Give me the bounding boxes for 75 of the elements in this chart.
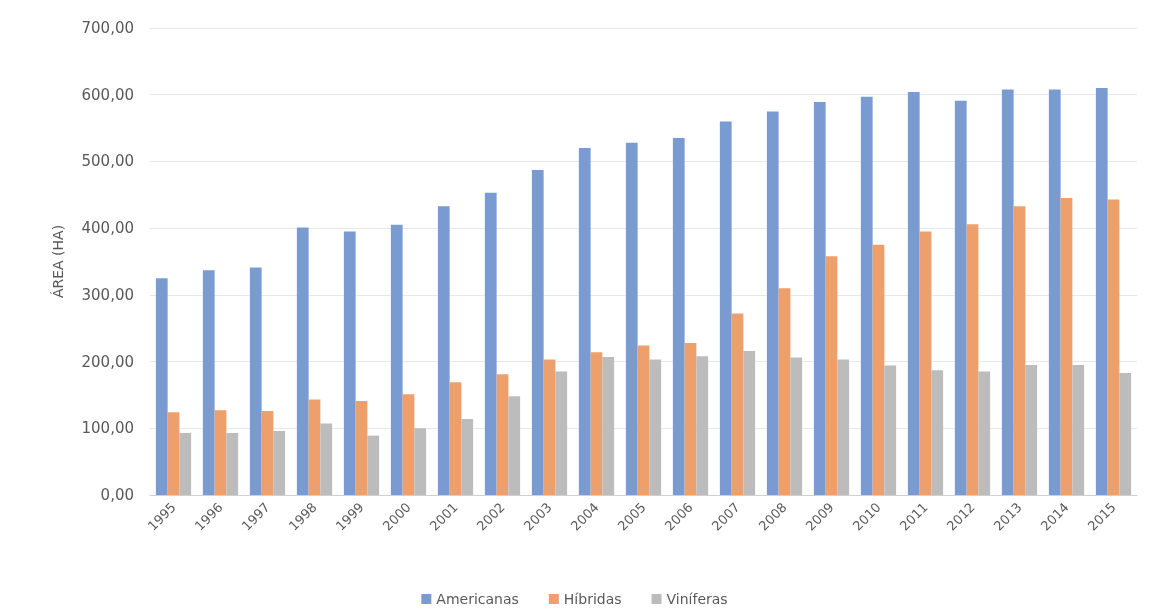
bar <box>343 231 356 495</box>
bar <box>202 270 215 495</box>
bar <box>226 432 239 495</box>
bar <box>496 374 509 495</box>
y-tick-label: 600,00 <box>81 85 134 104</box>
bar <box>1072 364 1085 495</box>
bar <box>672 138 685 495</box>
y-tick-label: 100,00 <box>81 419 134 438</box>
bar <box>461 418 474 495</box>
bar <box>1060 198 1073 495</box>
bar <box>543 359 556 495</box>
bar <box>731 313 744 495</box>
bar <box>1001 89 1014 495</box>
bar <box>825 256 838 495</box>
bar <box>1095 88 1108 495</box>
y-tick-label: 0,00 <box>100 486 134 504</box>
bar <box>790 357 803 495</box>
bar <box>508 396 521 495</box>
bar <box>978 371 991 495</box>
y-tick-label: 400,00 <box>81 219 134 238</box>
bar <box>437 206 450 495</box>
y-tick-label: 200,00 <box>81 352 134 371</box>
bar <box>273 430 286 495</box>
bar <box>531 170 544 495</box>
bar <box>367 435 380 495</box>
bar <box>449 382 462 495</box>
bar <box>684 342 697 495</box>
bar <box>355 400 368 495</box>
bar <box>390 224 403 495</box>
bar <box>402 394 415 495</box>
bar <box>555 371 568 495</box>
bar <box>1107 199 1120 495</box>
y-tick-label: 700,00 <box>81 19 134 37</box>
bar <box>637 345 650 495</box>
bar <box>954 100 967 495</box>
bar <box>966 224 979 495</box>
bar <box>1013 206 1026 495</box>
bar <box>931 370 944 495</box>
bar <box>649 359 662 495</box>
bar <box>884 365 897 495</box>
bar <box>860 96 873 495</box>
bar <box>719 121 732 495</box>
bar <box>743 350 756 495</box>
bar <box>696 356 709 495</box>
bar <box>414 428 427 495</box>
bar <box>872 244 885 495</box>
bar <box>1048 89 1061 495</box>
legend-label: Viníferas <box>666 591 728 607</box>
y-axis-title: ÁREA (HA) <box>50 224 66 299</box>
bar <box>625 142 638 495</box>
legend-label: Híbridas <box>563 591 622 607</box>
bar <box>155 278 168 495</box>
bar <box>179 432 192 495</box>
bar <box>167 412 180 495</box>
bar <box>1119 372 1132 495</box>
bar <box>1025 364 1038 495</box>
bar <box>249 267 262 495</box>
bar <box>602 356 615 495</box>
bar <box>578 148 591 495</box>
y-tick-label: 300,00 <box>81 285 134 304</box>
bar <box>919 231 932 495</box>
bar <box>907 92 920 495</box>
bar <box>590 352 603 495</box>
bar <box>214 410 227 495</box>
bar <box>296 227 309 495</box>
bar <box>837 359 850 495</box>
bar <box>320 423 333 495</box>
bar <box>261 410 274 495</box>
legend-label: Americanas <box>436 591 519 607</box>
y-tick-label: 500,00 <box>81 152 134 171</box>
bar <box>308 399 321 495</box>
bar <box>484 192 497 495</box>
bar <box>766 111 779 495</box>
bar <box>813 102 826 495</box>
bar <box>778 288 791 495</box>
